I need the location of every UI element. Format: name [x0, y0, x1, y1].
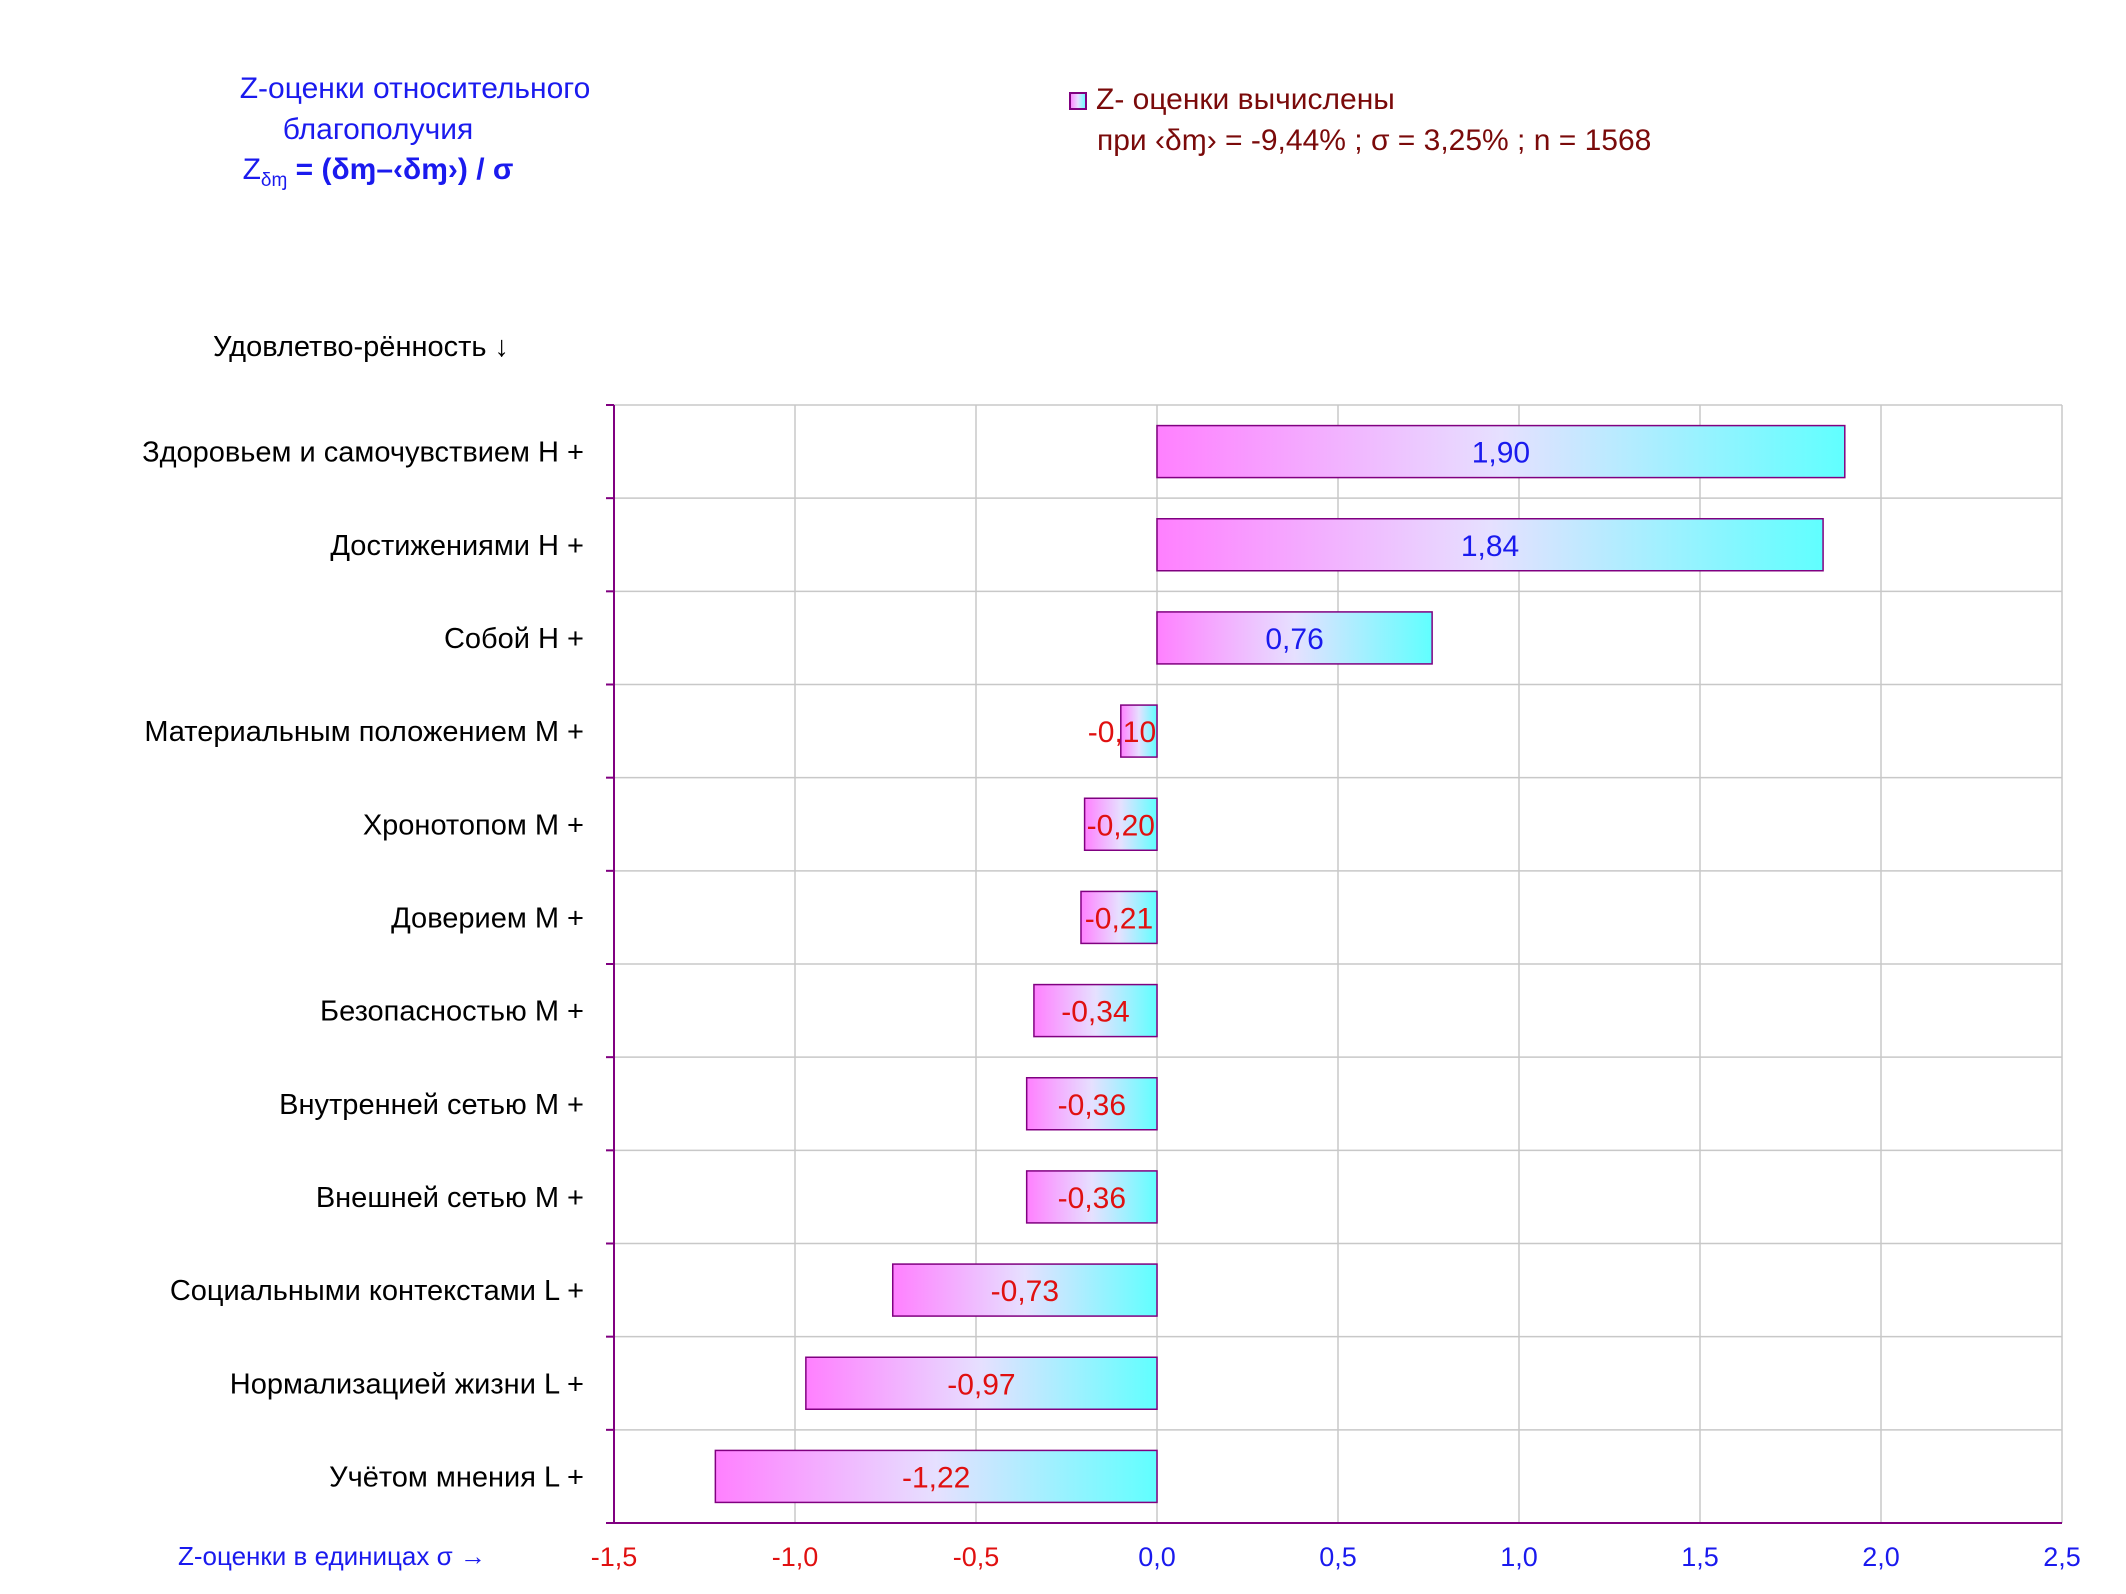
category-label: Доверием М + — [391, 902, 584, 934]
legend: Z- оценки вычислены при ‹δɱ› = -9,44% ; … — [1069, 83, 1651, 157]
category-labels: Здоровьем и самочувствием Н + Достижениям… — [142, 437, 584, 1494]
bar — [1025, 1170, 1158, 1224]
x-axis-label: Z-оценки в единицах σ → — [178, 1541, 486, 1571]
chart-title-line-2: благополучия — [283, 113, 473, 146]
bar — [1083, 797, 1158, 851]
value-label: -0,73 — [991, 1275, 1059, 1308]
bar — [714, 1449, 1158, 1504]
bar — [891, 1263, 1158, 1317]
category-label: Здоровьем и самочувствием Н + — [142, 437, 584, 469]
category-label: Учётом мнения L + — [329, 1461, 584, 1493]
chart-formula: Zδɱ = (δɱ–‹δɱ›) / σ — [243, 153, 514, 191]
gridlines — [614, 404, 2063, 1524]
category-label: Достижениями Н + — [330, 530, 584, 562]
value-label: -0,36 — [1058, 1182, 1126, 1215]
x-tick-label: -0,5 — [953, 1542, 1000, 1572]
value-label: -0,21 — [1085, 902, 1153, 935]
x-tick-label: 1,0 — [1500, 1542, 1538, 1572]
bar — [1156, 424, 1846, 479]
value-label: -0,20 — [1087, 809, 1155, 842]
x-tick-label: 1,5 — [1681, 1542, 1719, 1572]
value-label: -0,34 — [1061, 996, 1129, 1029]
category-label: Социальными контекстами L + — [170, 1275, 584, 1307]
bar — [1080, 890, 1158, 945]
value-label: -0,36 — [1058, 1089, 1126, 1122]
value-label: -0,97 — [947, 1368, 1015, 1401]
x-tick-label: -1,0 — [772, 1542, 819, 1572]
formula-rhs: = (δɱ–‹δɱ›) / σ — [287, 153, 513, 186]
x-tick-label: 0,0 — [1138, 1542, 1176, 1572]
x-tick-labels: -1,5 -1,0 -0,5 0,0 0,5 1,0 1,5 2,0 2,5 — [591, 1542, 2081, 1572]
category-label: Безопасностью М + — [320, 996, 584, 1028]
category-label: Внешней сетью М + — [316, 1182, 584, 1214]
x-tick-label: -1,5 — [591, 1542, 638, 1572]
value-label: 1,90 — [1472, 437, 1530, 470]
bar — [805, 1356, 1158, 1410]
value-label: 1,84 — [1461, 530, 1519, 563]
bar — [1156, 611, 1433, 665]
x-tick-label: 2,5 — [2043, 1542, 2081, 1572]
legend-label: Z- оценки вычислены — [1096, 83, 1395, 116]
value-labels: 1,90 1,84 0,76 -0,10 -0,20 -0,21 -0,34 -0,36 -0,… — [902, 437, 1530, 1495]
category-label: Нормализацией жизни L + — [230, 1368, 584, 1400]
category-label: Хронотопом М + — [363, 809, 584, 841]
x-tick-label: 0,5 — [1319, 1542, 1357, 1572]
legend-detail: при ‹δɱ› = -9,44% ; σ = 3,25% ; n = 1568 — [1097, 124, 1651, 157]
value-label: 0,76 — [1265, 623, 1323, 656]
axes — [606, 404, 2062, 1524]
bar — [1033, 983, 1158, 1038]
formula-lhs: Z — [243, 153, 261, 186]
category-label: Материальным положением М + — [144, 716, 584, 748]
bars — [714, 424, 1846, 1504]
bar — [1156, 518, 1824, 572]
value-label: -1,22 — [902, 1461, 970, 1494]
x-tick-label: 2,0 — [1862, 1542, 1900, 1572]
value-label: -0,10 — [1088, 716, 1156, 749]
legend-swatch — [1069, 92, 1087, 110]
category-label: Собой Н + — [444, 623, 584, 655]
bar — [1120, 704, 1158, 758]
chart-title-line-1: Z-оценки относительного — [240, 72, 591, 105]
formula-lhs-subscript: δɱ — [261, 170, 287, 191]
bar — [1025, 1077, 1158, 1131]
y-axis-label: Удовлетво-рённость ↓ — [213, 331, 509, 363]
category-label: Внутренней сетью М + — [279, 1089, 584, 1121]
